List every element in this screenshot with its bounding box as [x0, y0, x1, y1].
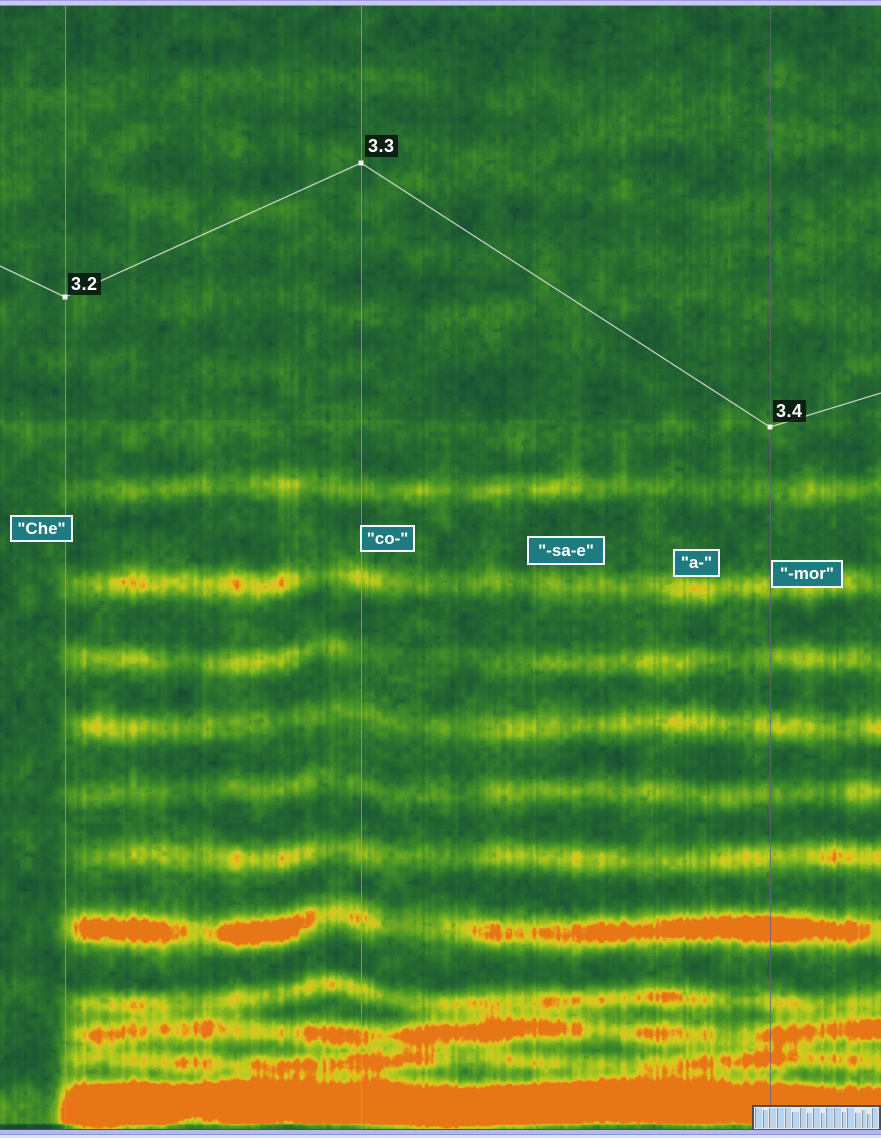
keyboard-slat	[813, 1108, 820, 1128]
mini-keyboard-thumbnail[interactable]	[752, 1105, 881, 1131]
keyboard-slat	[769, 1108, 776, 1128]
time-marker-point[interactable]	[767, 424, 773, 430]
keyboard-slat	[792, 1112, 799, 1128]
spectrogram-canvas[interactable]	[0, 6, 881, 1129]
keyboard-slat	[799, 1108, 807, 1128]
keyboard-slat	[826, 1108, 834, 1128]
keyboard-slat	[776, 1108, 784, 1128]
keyboard-slat	[867, 1114, 872, 1128]
time-marker-label[interactable]: 3.4	[773, 400, 806, 422]
keyboard-slat	[755, 1108, 762, 1128]
keyboard-slat	[872, 1108, 878, 1128]
keyboard-slat	[834, 1108, 841, 1128]
window-bottom-border	[0, 1129, 881, 1138]
keyboard-slat	[855, 1113, 861, 1128]
keyboard-slat	[784, 1108, 792, 1128]
time-marker-point[interactable]	[358, 160, 364, 166]
syllable-label[interactable]: "-sa-e"	[527, 536, 605, 565]
keyboard-slat	[807, 1113, 813, 1128]
time-marker-label[interactable]: 3.3	[365, 135, 398, 157]
keyboard-slat	[820, 1113, 826, 1128]
keyboard-slat	[847, 1108, 855, 1128]
time-contour-line	[0, 162, 881, 428]
time-marker-point[interactable]	[62, 294, 68, 300]
window-top-border	[0, 0, 881, 6]
keyboard-slat	[762, 1110, 769, 1128]
time-marker-label[interactable]: 3.2	[68, 273, 101, 295]
keyboard-slat	[861, 1110, 867, 1128]
keyboard-slat	[841, 1112, 847, 1128]
syllable-label[interactable]: "co-"	[360, 525, 415, 552]
syllable-label[interactable]: "-mor"	[771, 560, 843, 588]
syllable-label[interactable]: "Che"	[10, 515, 73, 542]
syllable-label[interactable]: "a-"	[673, 549, 720, 577]
